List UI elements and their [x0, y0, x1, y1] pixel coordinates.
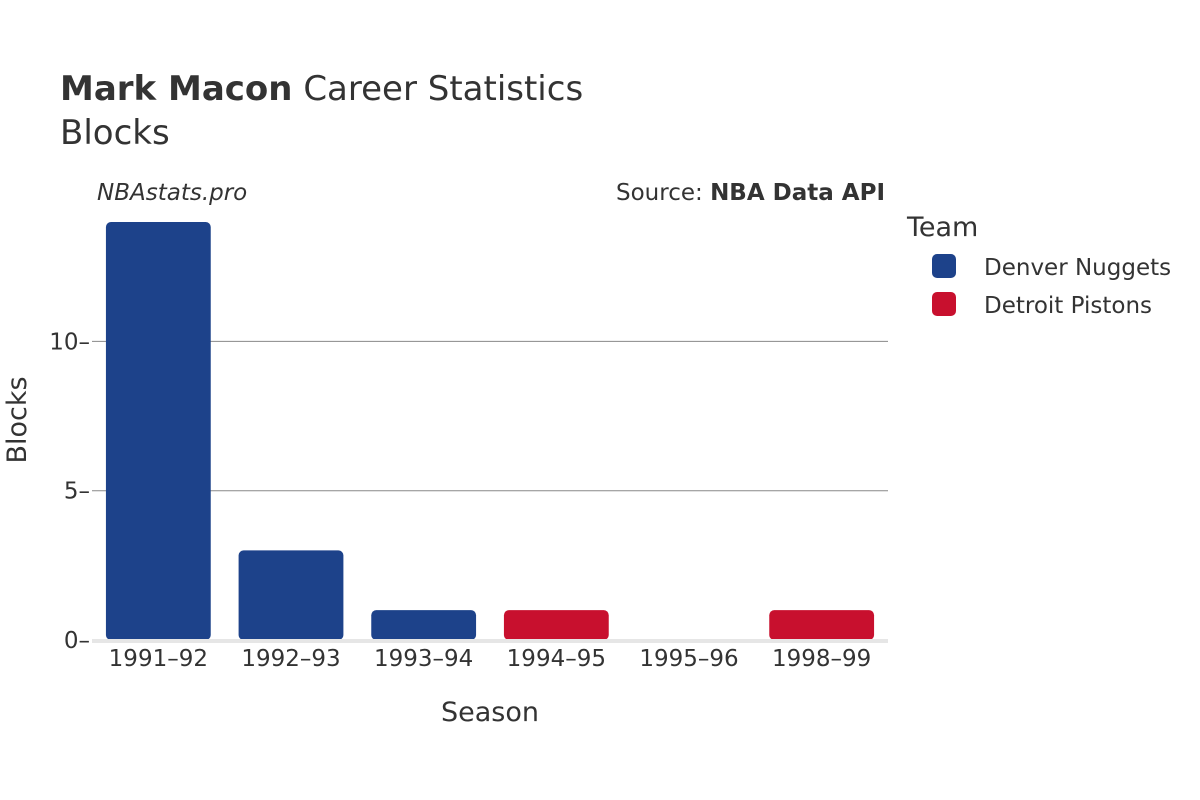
x-tick-label: 1995–96	[639, 646, 738, 672]
chart-subtitle: Blocks	[60, 113, 170, 153]
y-tick-label: 10–	[49, 329, 90, 355]
bar-1992–93	[238, 550, 344, 640]
source-text: Source: NBA Data API	[616, 180, 885, 206]
legend: Team Denver Nuggets Detroit Pistons	[906, 212, 1171, 319]
x-tick-label: 1993–94	[374, 646, 473, 672]
title-player-name: Mark Macon	[60, 69, 293, 109]
credit-text: NBAstats.pro	[97, 180, 247, 206]
bar-1998–99	[769, 610, 875, 640]
chart-title: Mark Macon Career Statistics	[60, 69, 583, 109]
legend-label: Denver Nuggets	[984, 255, 1171, 281]
x-axis-title: Season	[441, 697, 539, 728]
legend-label: Detroit Pistons	[984, 293, 1152, 319]
grid-lines	[92, 340, 888, 492]
bar-1994–95	[503, 610, 609, 640]
x-tick-label: 1992–93	[241, 646, 340, 672]
y-tick-label: 0–	[64, 628, 90, 654]
legend-swatch	[932, 254, 956, 278]
bar-1991–92	[105, 222, 211, 640]
y-tick-labels: 0– 5– 10–	[49, 329, 90, 654]
x-tick-label: 1991–92	[109, 646, 208, 672]
y-axis-title: Blocks	[2, 376, 33, 463]
x-tick-label: 1998–99	[772, 646, 871, 672]
x-tick-labels: 1991–92 1992–93 1993–94 1994–95 1995–96 1998–…	[109, 646, 872, 672]
x-tick-label: 1994–95	[507, 646, 606, 672]
legend-title: Team	[906, 212, 978, 243]
y-tick-label: 5–	[64, 479, 90, 505]
bars	[105, 222, 875, 640]
bar-1993–94	[371, 610, 477, 640]
source-prefix: Source:	[616, 180, 710, 206]
legend-swatch	[932, 292, 956, 316]
source-name: NBA Data API	[710, 180, 885, 206]
title-rest: Career Statistics	[303, 69, 583, 109]
legend-items: Denver Nuggets Detroit Pistons	[932, 254, 1171, 319]
